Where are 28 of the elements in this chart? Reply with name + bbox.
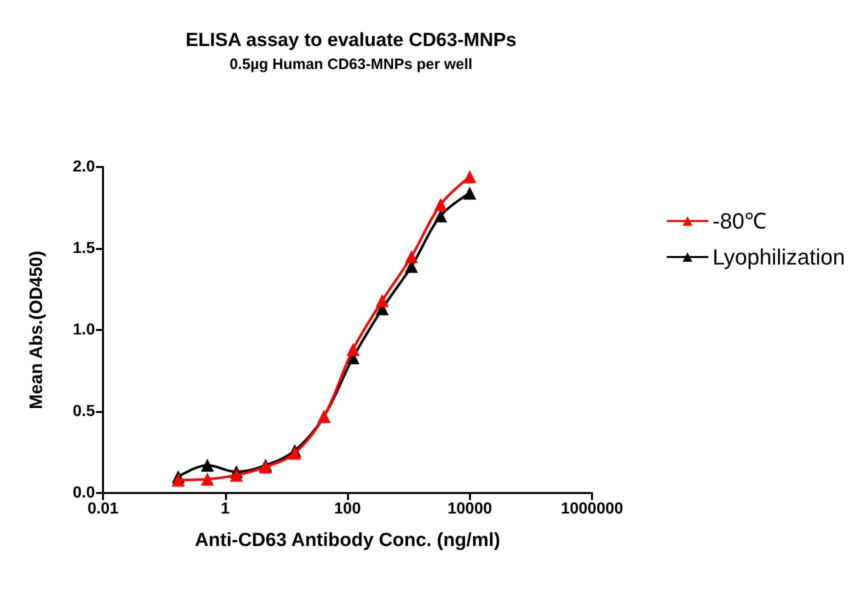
legend-label: -80℃ (712, 208, 766, 234)
x-tick-label: 1000000 (560, 500, 624, 518)
point (404, 250, 418, 264)
x-tick-label: 0.01 (87, 500, 119, 518)
x-tick-label: 10000 (448, 500, 492, 518)
y-tick-label: 2.0 (72, 158, 96, 176)
y-axis-title: Mean Abs.(OD450) (26, 250, 46, 410)
chart-subtitle: 0.5µg Human CD63-MNPs per well (230, 56, 472, 73)
point (463, 186, 476, 200)
x-axis-title: Anti-CD63 Antibody Conc. (ng/ml) (194, 530, 500, 551)
point (200, 458, 214, 472)
x-tick-label: 1 (220, 500, 230, 518)
point (434, 209, 448, 222)
y-tick-label: 0.5 (72, 403, 96, 420)
chart-title: ELISA assay to evaluate CD63-MNPs (186, 30, 516, 51)
point (463, 170, 476, 184)
point (230, 468, 243, 482)
point (288, 446, 302, 460)
point (346, 343, 360, 356)
y-tick-label: 1.0 (72, 322, 96, 338)
y-tick-label: 1.5 (72, 240, 96, 257)
y-tick-label: 0.0 (72, 484, 96, 502)
point (376, 294, 389, 308)
point (172, 473, 185, 486)
point (200, 472, 214, 486)
legend-label: Lyophilization (712, 244, 846, 270)
x-tick-label: 100 (334, 500, 361, 518)
point (434, 198, 448, 211)
